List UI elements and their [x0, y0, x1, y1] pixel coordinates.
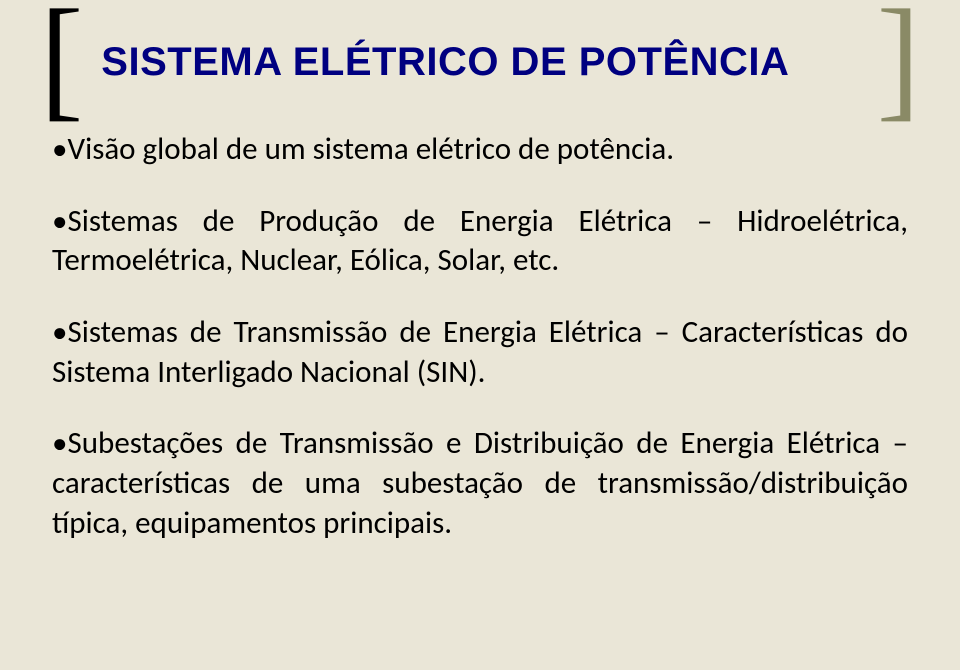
bullet-item: •Sistemas de Produção de Energia Elétric…	[52, 202, 908, 281]
bullet-text: Visão global de um sistema elétrico de p…	[68, 130, 675, 168]
bullet-icon: •	[52, 202, 68, 242]
bullet-icon: •	[52, 130, 68, 170]
bullet-item: •Visão global de um sistema elétrico de …	[52, 130, 908, 170]
bullet-item: •Sistemas de Transmissão de Energia Elét…	[52, 313, 908, 392]
bullet-icon: •	[52, 313, 68, 353]
bullet-item: •Subestações de Transmissão e Distribuiç…	[52, 424, 908, 543]
bullet-icon: •	[52, 424, 68, 464]
bullet-text: Sistemas de Transmissão de Energia Elétr…	[52, 313, 908, 391]
bullet-text: Subestações de Transmissão e Distribuiçã…	[52, 424, 908, 541]
bullet-text: Sistemas de Produção de Energia Elétrica…	[52, 202, 908, 280]
bracket-left-icon: [	[40, 10, 83, 106]
bracket-right-icon: ]	[877, 10, 920, 106]
slide-title: SISTEMA ELÉTRICO DE POTÊNCIA	[101, 40, 789, 85]
slide-content: •Visão global de um sistema elétrico de …	[52, 130, 908, 575]
title-bar: [ SISTEMA ELÉTRICO DE POTÊNCIA ]	[40, 12, 920, 112]
